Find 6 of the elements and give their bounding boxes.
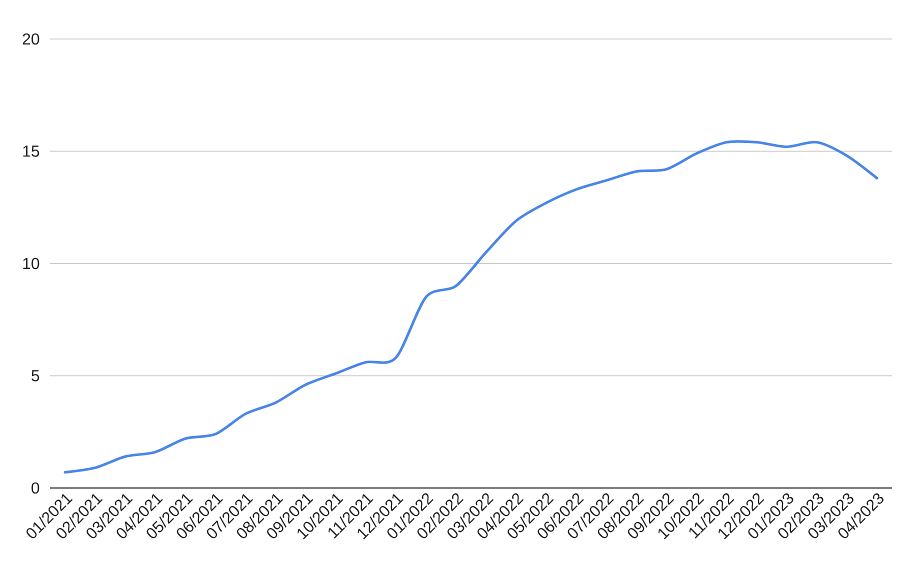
y-tick-label: 15 xyxy=(23,146,40,157)
y-tick-label: 20 xyxy=(22,33,40,45)
y-tick-label: 5 xyxy=(32,370,40,382)
y-tick-label: 10 xyxy=(23,258,40,270)
y-tick-label: 0 xyxy=(32,482,40,494)
line-series xyxy=(64,140,878,474)
